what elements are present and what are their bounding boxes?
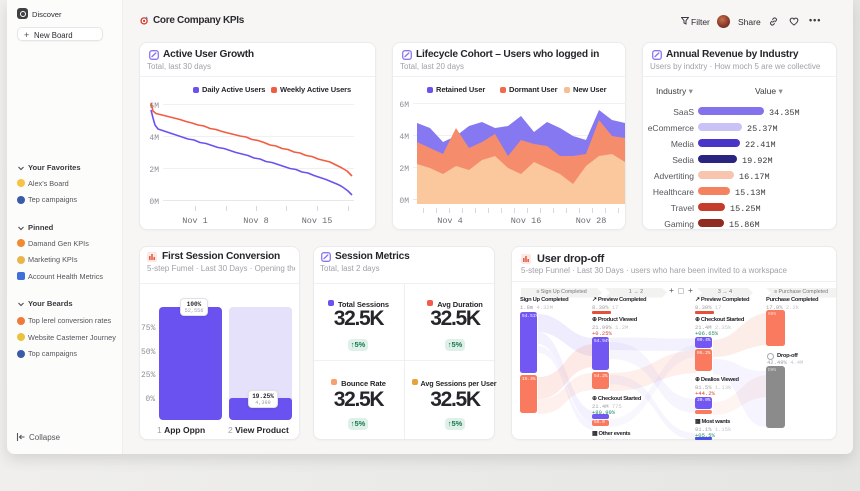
svg-text:2M: 2M: [399, 165, 409, 174]
svg-text:2M: 2M: [149, 166, 159, 175]
svg-text:6M: 6M: [149, 102, 159, 111]
svg-text:0M: 0M: [399, 197, 409, 206]
svg-text:Nov 16: Nov 16: [511, 216, 542, 226]
svg-text:4M: 4M: [399, 133, 409, 142]
svg-text:6M: 6M: [399, 101, 409, 110]
svg-text:Nov 1: Nov 1: [182, 216, 208, 226]
svg-text:Nov 15: Nov 15: [302, 216, 333, 226]
svg-text:4M: 4M: [149, 134, 159, 143]
svg-text:Nov 8: Nov 8: [243, 216, 269, 226]
svg-text:Nov 4: Nov 4: [437, 216, 463, 226]
svg-text:Nov 28: Nov 28: [576, 216, 607, 226]
svg-text:0M: 0M: [149, 198, 159, 207]
